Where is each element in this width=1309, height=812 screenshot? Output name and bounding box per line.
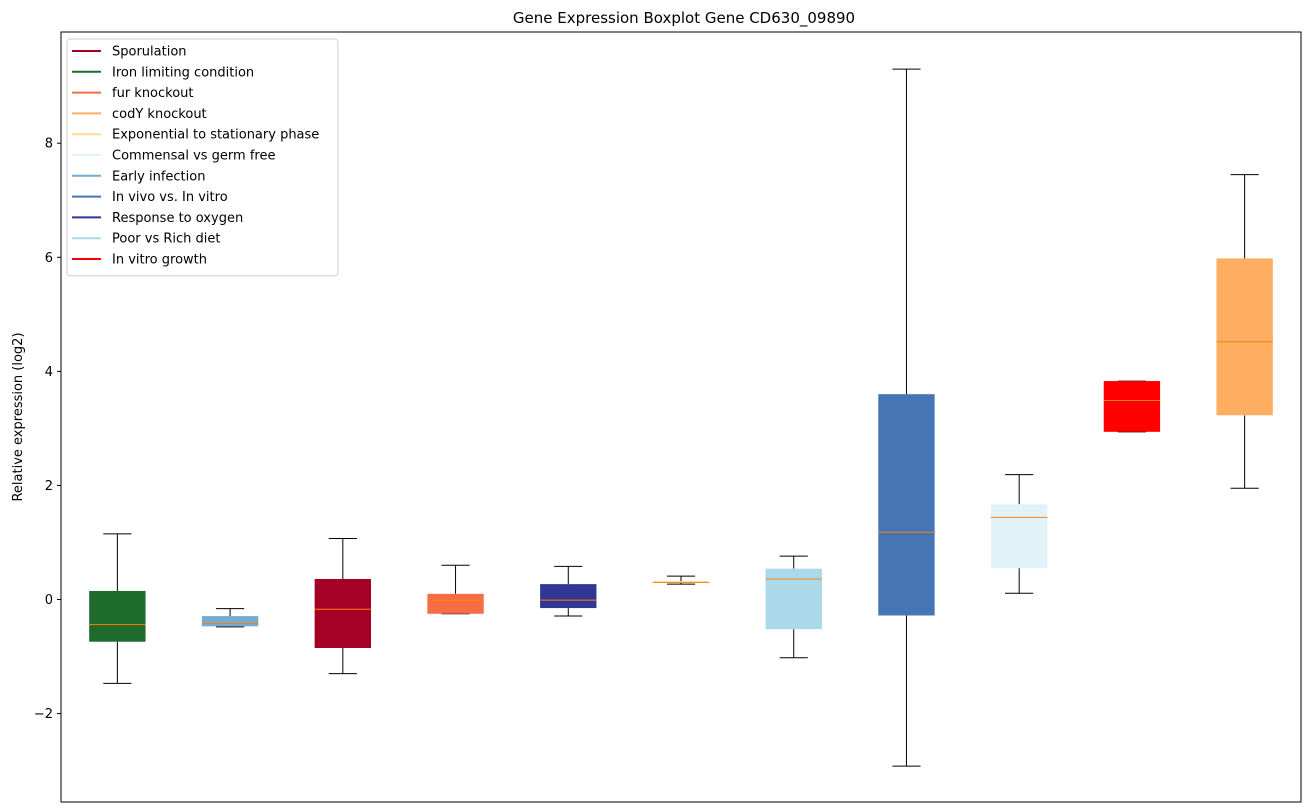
box-3	[314, 537, 371, 675]
legend-item: Poor vs Rich diet	[72, 232, 220, 247]
legend: Sporulation Iron limiting condition fur kn…	[66, 38, 339, 277]
legend-label: fur knockout	[112, 86, 194, 101]
legend-label: In vitro growth	[112, 253, 207, 268]
box-body	[1216, 258, 1273, 416]
box-body	[878, 394, 935, 616]
legend-label: In vivo vs. In vitro	[112, 190, 228, 205]
axes-layer: −2 0 2 4 6 8	[34, 31, 1302, 803]
box-body	[540, 584, 597, 609]
y-tick-label: −2	[34, 707, 53, 722]
legend-item: Iron limiting condition	[72, 65, 254, 80]
box-body	[314, 578, 371, 648]
box-6	[652, 575, 710, 585]
legend-item: Sporulation	[72, 45, 187, 60]
box-2	[201, 608, 259, 628]
legend-box	[66, 38, 339, 277]
legend-label: Iron limiting condition	[112, 65, 254, 80]
box-5	[540, 565, 597, 617]
box-4	[427, 564, 484, 615]
y-tick-label: 2	[45, 479, 53, 494]
box-10	[1103, 380, 1161, 433]
y-axis-label: Relative expression (log2)	[11, 332, 26, 501]
legend-item: Commensal vs germ free	[72, 149, 275, 164]
box-body	[89, 590, 146, 642]
legend-label: Exponential to stationary phase	[112, 128, 319, 143]
box-7	[765, 555, 822, 659]
legend-label: Response to oxygen	[112, 211, 243, 226]
box-1	[89, 533, 146, 684]
plot-frame	[60, 31, 1302, 803]
box-body	[1103, 381, 1161, 432]
legend-item: fur knockout	[72, 86, 194, 101]
legend-label: Poor vs Rich diet	[112, 232, 220, 247]
y-tick-label: 6	[45, 251, 53, 266]
legend-item: Exponential to stationary phase	[72, 128, 319, 143]
legend-label: codY knockout	[112, 107, 207, 122]
y-tick-label: 8	[45, 137, 53, 152]
box-body	[201, 616, 259, 627]
y-tick-label: 4	[45, 365, 53, 380]
legend-item: In vivo vs. In vitro	[72, 190, 228, 205]
legend-item: Response to oxygen	[72, 211, 243, 226]
boxes-layer	[89, 68, 1273, 767]
legend-item: codY knockout	[72, 107, 207, 122]
box-8	[878, 68, 935, 767]
chart-title: Gene Expression Boxplot Gene CD630_09890	[513, 9, 855, 28]
box-body	[427, 593, 484, 614]
legend-label: Early infection	[112, 169, 205, 184]
box-body	[765, 568, 822, 630]
y-tick-label: 0	[45, 593, 53, 608]
legend-item: In vitro growth	[72, 253, 207, 268]
box-body	[991, 504, 1048, 569]
legend-label: Sporulation	[112, 45, 187, 60]
legend-label: Commensal vs germ free	[112, 149, 275, 164]
box-11	[1216, 174, 1273, 489]
box-9	[991, 474, 1048, 594]
legend-item: Early infection	[72, 169, 205, 184]
